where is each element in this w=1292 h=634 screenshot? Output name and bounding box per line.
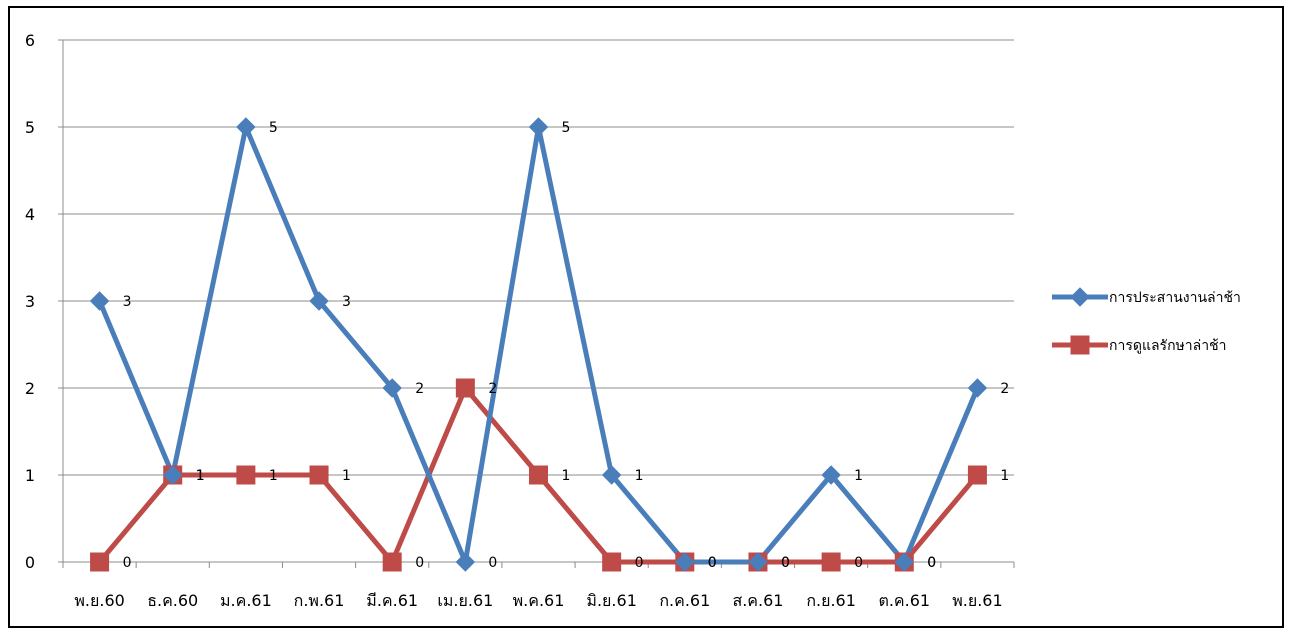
series-1-point	[748, 552, 768, 572]
y-tick-label: 4	[25, 205, 35, 224]
x-tick-label: ม.ค.61	[220, 591, 272, 610]
series-2-point	[602, 552, 622, 572]
series-2-point	[967, 465, 987, 485]
series-2-point	[309, 465, 329, 485]
x-tick-label: มิ.ย.61	[586, 591, 636, 610]
series-1-point	[309, 291, 329, 311]
data-label: 5	[562, 120, 571, 136]
x-tick-label: พ.ย.60	[74, 591, 124, 610]
y-tick-label: 6	[25, 31, 35, 50]
series-1-point	[675, 552, 695, 572]
data-label: 1	[269, 468, 278, 484]
data-label: 5	[269, 120, 278, 136]
data-label: 1	[854, 468, 863, 484]
axes: 0 1 2 3 4 5 6 พ.ย.60 ธ.ค.60 ม.ค.61 ก.พ.61 มี.ค.61 เม…	[25, 31, 1015, 610]
data-label: 0	[781, 555, 790, 571]
series-2-point	[455, 378, 475, 398]
series-2-point	[382, 552, 402, 572]
data-label: 0	[708, 555, 717, 571]
data-label: 0	[854, 555, 863, 571]
x-tick-label: ธ.ค.60	[147, 591, 198, 610]
x-tick-label: ต.ค.61	[878, 591, 930, 610]
data-label: 1	[196, 468, 205, 484]
series-1-point	[821, 465, 841, 485]
gridlines	[63, 39, 1014, 476]
series-1-point	[236, 117, 256, 137]
data-label: 0	[781, 555, 790, 571]
series-1-point	[163, 465, 183, 485]
series-line-1	[97, 124, 980, 565]
x-tick-label: ก.ย.61	[806, 591, 856, 610]
data-label: 2	[1000, 381, 1009, 397]
x-tick-label: เม.ย.61	[437, 591, 493, 610]
x-tick-label: พ.ย.61	[952, 591, 1002, 610]
data-label: 0	[123, 555, 132, 571]
data-label: 0	[927, 555, 936, 571]
data-label: 1	[342, 468, 351, 484]
series-2-point	[236, 465, 256, 485]
data-label: 1	[562, 468, 571, 484]
legend-label-1: การประสานงานล่าช้า	[1109, 290, 1241, 306]
data-label: 0	[927, 555, 936, 571]
legend-marker-1	[1070, 287, 1090, 307]
y-tick-label: 3	[25, 292, 35, 311]
series-2-point	[529, 465, 548, 485]
data-label: 2	[415, 381, 424, 397]
series-1-point	[89, 291, 110, 311]
data-label: 0	[708, 555, 717, 571]
series-2-point	[821, 552, 841, 572]
x-tick-label: ก.พ.61	[294, 591, 345, 610]
data-label: 0	[488, 555, 497, 571]
series-1-point	[894, 552, 914, 572]
y-tick-label: 2	[25, 379, 35, 398]
data-label: 1	[196, 468, 205, 484]
series-group	[89, 117, 988, 572]
x-tick-label: ส.ค.61	[732, 591, 783, 610]
series-1-point	[967, 378, 988, 398]
series-1-point	[601, 465, 622, 485]
legend-label-2: การดูแลรักษาล่าช้า	[1109, 338, 1226, 354]
x-tick-label: ก.ค.61	[659, 591, 710, 610]
y-tick-label: 5	[25, 118, 35, 137]
chart-frame: 0 1 2 3 4 5 6 พ.ย.60 ธ.ค.60 ม.ค.61 ก.พ.61 มี.ค.61 เม…	[8, 6, 1284, 628]
data-label: 0	[635, 555, 644, 571]
data-label: 3	[342, 294, 351, 310]
y-tick-label: 0	[25, 553, 35, 572]
line-chart: 0 1 2 3 4 5 6 พ.ย.60 ธ.ค.60 ม.ค.61 ก.พ.61 มี.ค.61 เม…	[25, 31, 1241, 610]
series-2-point	[90, 552, 110, 572]
series-1-point	[382, 378, 402, 398]
data-label: 1	[1000, 468, 1009, 484]
data-label: 0	[415, 555, 424, 571]
series-1-point	[455, 552, 476, 572]
legend-marker-2	[1070, 335, 1090, 355]
x-tick-label: พ.ค.61	[513, 591, 565, 610]
y-tick-label: 1	[25, 466, 35, 485]
x-tick-label: มี.ค.61	[366, 591, 418, 610]
data-label: 1	[635, 468, 644, 484]
data-label: 2	[488, 381, 497, 397]
series-1-point	[528, 117, 549, 137]
data-label: 3	[123, 294, 132, 310]
